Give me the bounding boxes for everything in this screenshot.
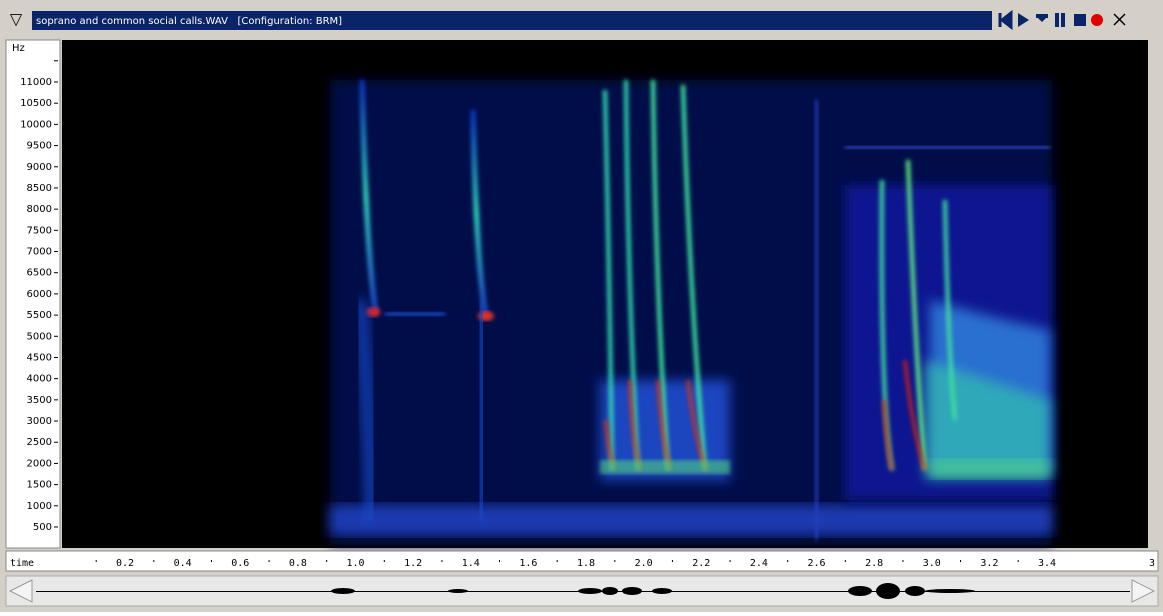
y-tick-label: 2500 <box>27 437 52 448</box>
x-tick-label: 2.0 <box>635 558 653 569</box>
y-tick-label: 3500 <box>27 395 52 406</box>
y-tick-label: 4500 <box>27 352 52 363</box>
x-tick-label: 1.2 <box>404 558 422 569</box>
spectrogram-content <box>330 80 1052 545</box>
x-tick-label: 1.6 <box>519 558 537 569</box>
y-tick-label: 8000 <box>27 204 52 215</box>
y-tick-label: 8500 <box>27 183 52 194</box>
y-tick-label: 11000 <box>20 77 52 88</box>
y-tick-label: 5500 <box>27 310 52 321</box>
y-tick-label: 10500 <box>20 98 52 109</box>
y-tick-label: 1000 <box>27 501 52 512</box>
x-tick-label: 2.8 <box>865 558 883 569</box>
y-tick-label: 6500 <box>27 268 52 279</box>
app-window: ▽ soprano and common social calls.WAV [C… <box>0 0 1163 612</box>
spectrogram-view: ▽ soprano and common social calls.WAV [C… <box>0 0 1163 612</box>
x-tick-label: 2.2 <box>692 558 710 569</box>
y-tick-label: 500 <box>33 522 52 533</box>
pause-button[interactable] <box>1055 13 1059 27</box>
y-tick-label: 4000 <box>27 374 52 385</box>
y-tick-label: 9500 <box>27 141 52 152</box>
stop-button[interactable] <box>1074 14 1086 26</box>
collapse-icon[interactable]: ▽ <box>10 10 23 29</box>
x-tick-label: 3 <box>1149 558 1155 569</box>
y-tick-label: 2000 <box>27 458 52 469</box>
x-tick-label: 0.6 <box>231 558 249 569</box>
y-tick-label: 5000 <box>27 331 52 342</box>
x-tick-label: 1.4 <box>462 558 480 569</box>
x-tick-label: 0.4 <box>174 558 192 569</box>
window-title: soprano and common social calls.WAV [Con… <box>36 16 342 27</box>
x-tick-label: 2.4 <box>750 558 768 569</box>
time-axis-label: time <box>10 558 34 569</box>
y-axis-unit: Hz <box>12 43 25 54</box>
y-tick-label: 6000 <box>27 289 52 300</box>
y-tick-label: 1500 <box>27 480 52 491</box>
x-tick-label: 2.6 <box>807 558 825 569</box>
x-tick-label: 3.0 <box>923 558 941 569</box>
y-tick-label: 9000 <box>27 162 52 173</box>
x-tick-label: 3.4 <box>1038 558 1056 569</box>
x-tick-label: 0.8 <box>289 558 307 569</box>
x-tick-label: 1.0 <box>346 558 364 569</box>
y-tick-label: 3000 <box>27 416 52 427</box>
x-tick-label: 3.2 <box>980 558 998 569</box>
x-tick-label: 1.8 <box>577 558 595 569</box>
y-tick-label: 7500 <box>27 225 52 236</box>
y-tick-label: 7000 <box>27 247 52 258</box>
x-tick-label: 0.2 <box>116 558 134 569</box>
record-button[interactable] <box>1091 14 1103 26</box>
y-tick-label: 10000 <box>20 119 52 130</box>
pause-button[interactable] <box>1061 13 1065 27</box>
